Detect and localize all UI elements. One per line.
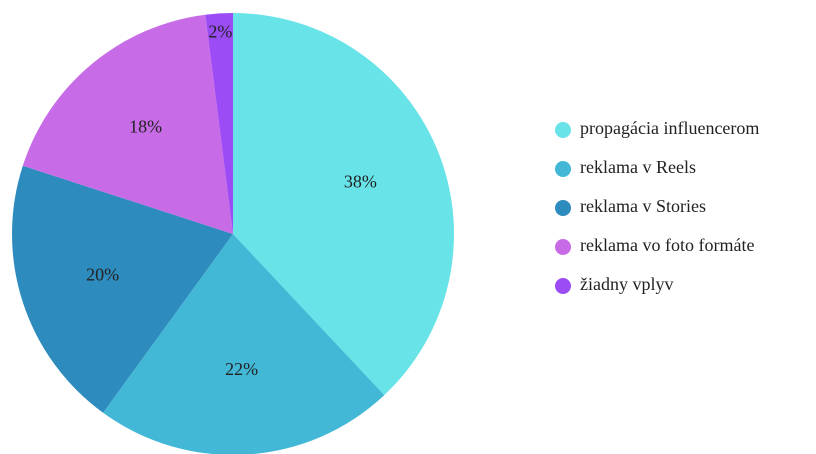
slice-label: 38% bbox=[344, 172, 377, 192]
slice-label: 18% bbox=[129, 117, 162, 137]
slice-label: 2% bbox=[208, 21, 232, 41]
pie-slice bbox=[233, 13, 455, 396]
slice-label: 20% bbox=[86, 264, 119, 284]
legend-label: reklama vo foto formáte bbox=[580, 235, 754, 255]
legend-label: propagácia influencerom bbox=[580, 118, 759, 138]
pie-slice bbox=[205, 13, 233, 234]
legend-label: žiadny vplyv bbox=[580, 274, 673, 294]
slice-label: 22% bbox=[225, 359, 258, 379]
legend-label: reklama v Reels bbox=[580, 157, 696, 177]
legend-label: reklama v Stories bbox=[580, 196, 706, 216]
legend-swatch bbox=[555, 161, 571, 177]
pie-slice bbox=[22, 14, 233, 235]
pie-slice bbox=[103, 234, 385, 454]
pie-slice bbox=[11, 165, 234, 413]
legend-swatch bbox=[555, 278, 571, 294]
legend-swatch bbox=[555, 200, 571, 216]
legend-swatch bbox=[555, 239, 571, 255]
legend-swatch bbox=[555, 122, 571, 138]
